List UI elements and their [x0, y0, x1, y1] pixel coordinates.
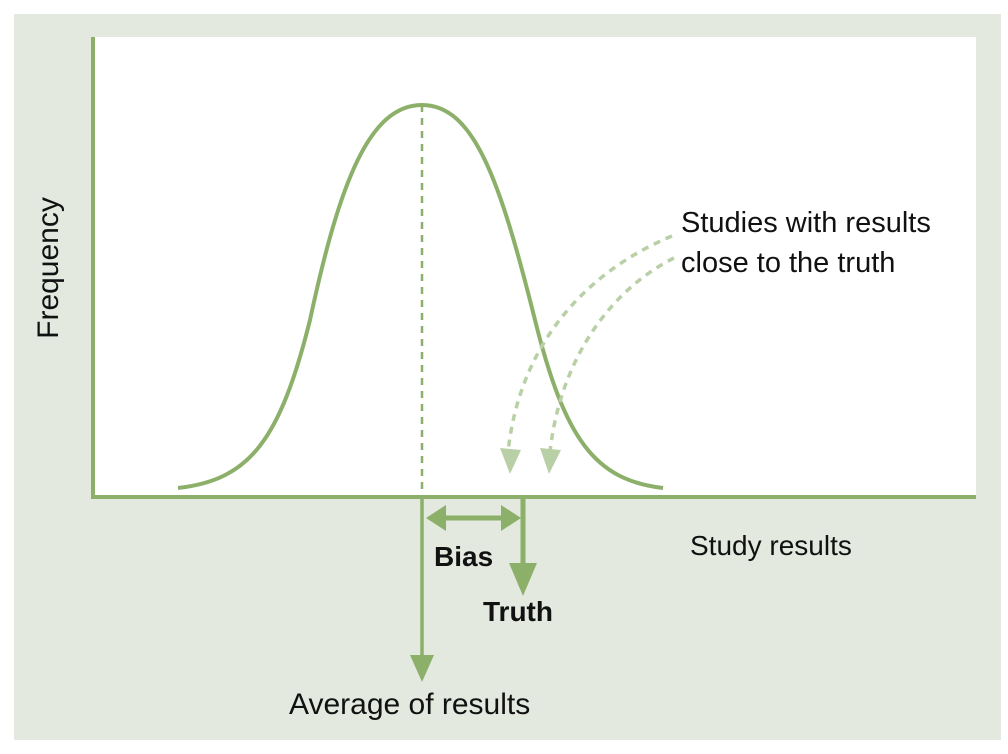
- average-label: Average of results: [289, 688, 530, 721]
- callout-label-line1: Studies with results: [681, 207, 931, 239]
- bias-arrow-right-head: [501, 505, 521, 531]
- bias-arrow-left-head: [426, 505, 446, 531]
- callout-arrow-1: [506, 234, 673, 453]
- callout-label-line2: close to the truth: [681, 247, 895, 279]
- truth-label: Truth: [483, 596, 553, 627]
- truth-arrow-head: [509, 563, 537, 596]
- callout-arrow-2-head: [540, 448, 561, 474]
- plot-area: [93, 37, 976, 496]
- average-arrow-head: [410, 655, 434, 682]
- callout-arrow-2: [548, 256, 675, 453]
- bias-label: Bias: [434, 541, 493, 572]
- callout-arrow-1-head: [500, 448, 521, 474]
- x-axis-label: Study results: [690, 530, 852, 561]
- y-axis-label: Frequency: [32, 197, 65, 339]
